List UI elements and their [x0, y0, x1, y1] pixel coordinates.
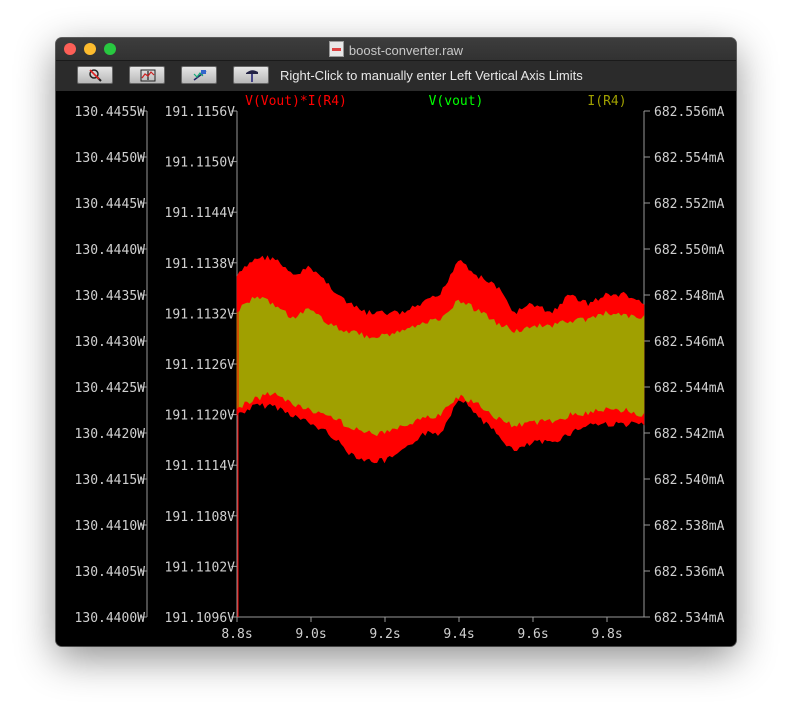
left-outer-axis-tick-label: 130.4435W [75, 289, 146, 304]
left-outer-axis-tick-label: 130.4425W [75, 381, 146, 396]
window-title: boost-converter.raw [348, 43, 464, 58]
right-axis-tick-label: 682.542mA [654, 427, 725, 442]
x-axis-tick-label: 8.8s [221, 627, 252, 642]
zoom-cancel-button[interactable] [77, 66, 113, 84]
zoom-fit-icon [193, 70, 207, 81]
left-outer-axis-tick-label: 130.4445W [75, 197, 146, 212]
current-series-envelope [236, 296, 645, 437]
left-inner-axis-tick-label: 191.1102V [165, 560, 236, 575]
left-outer-axis-tick-label: 130.4415W [75, 473, 146, 488]
window-title-group: boost-converter.raw [56, 41, 736, 58]
right-axis-tick-label: 682.550mA [654, 243, 725, 258]
left-inner-axis-tick-label: 191.1096V [165, 611, 236, 626]
autorange-button[interactable] [129, 66, 165, 84]
legend-entry: V(Vout)*I(R4) [245, 94, 347, 109]
right-axis-tick-label: 682.540mA [654, 473, 725, 488]
right-axis-tick-label: 682.556mA [654, 105, 725, 120]
maximize-window-button[interactable] [104, 43, 116, 55]
left-inner-axis-tick-label: 191.1144V [165, 206, 236, 221]
left-inner-axis-tick-label: 191.1108V [165, 510, 236, 525]
left-outer-axis-tick-label: 130.4400W [75, 611, 146, 626]
waveform-viewer-window: boost-converter.raw [56, 38, 736, 646]
hammer-icon [246, 70, 258, 82]
left-outer-axis-tick-label: 130.4430W [75, 335, 146, 350]
x-axis-tick-label: 9.4s [443, 627, 474, 642]
title-bar[interactable]: boost-converter.raw [56, 38, 736, 61]
right-axis-tick-label: 682.554mA [654, 151, 725, 166]
left-outer-axis-tick-label: 130.4450W [75, 151, 146, 166]
toolbar: Right-Click to manually enter Left Verti… [56, 61, 736, 91]
x-axis-tick-label: 9.6s [517, 627, 548, 642]
left-outer-axis-tick-label: 130.4410W [75, 519, 146, 534]
right-axis-tick-label: 682.552mA [654, 197, 725, 212]
toolbar-hint-text: Right-Click to manually enter Left Verti… [280, 68, 583, 83]
left-inner-axis-tick-label: 191.1126V [165, 358, 236, 373]
left-outer-axis-tick-label: 130.4455W [75, 105, 146, 120]
plot-area[interactable]: 130.4455W 130.4450W 130.4445W 130.4440W 130.… [56, 91, 736, 646]
waveform-chart[interactable]: 130.4455W 130.4450W 130.4445W 130.4440W 130.… [56, 91, 736, 646]
left-inner-axis-tick-label: 191.1150V [165, 156, 236, 171]
minimize-window-button[interactable] [84, 43, 96, 55]
right-axis-tick-label: 682.534mA [654, 611, 725, 626]
right-axis-tick-label: 682.536mA [654, 565, 725, 580]
x-axis-tick-label: 9.8s [591, 627, 622, 642]
magnifier-cancel-icon [89, 69, 102, 82]
left-inner-axis-tick-label: 191.1120V [165, 409, 236, 424]
document-icon [328, 41, 344, 57]
right-axis-tick-label: 682.548mA [654, 289, 725, 304]
left-inner-axis-tick-label: 191.1114V [165, 459, 236, 474]
legend-entry: V(vout) [429, 94, 484, 109]
right-axis-tick-label: 682.538mA [654, 519, 725, 534]
zoom-fit-button[interactable] [181, 66, 217, 84]
x-axis-tick-label: 9.0s [295, 627, 326, 642]
left-outer-axis-tick-label: 130.4440W [75, 243, 146, 258]
left-inner-axis-tick-label: 191.1138V [165, 257, 236, 272]
close-window-button[interactable] [64, 43, 76, 55]
autorange-icon [140, 69, 156, 82]
right-axis-tick-label: 682.544mA [654, 381, 725, 396]
left-inner-axis-tick-label: 191.1156V [165, 105, 236, 120]
left-outer-axis-tick-label: 130.4405W [75, 565, 146, 580]
left-outer-axis-tick-label: 130.4420W [75, 427, 146, 442]
x-axis-tick-label: 9.2s [369, 627, 400, 642]
right-axis-tick-label: 682.546mA [654, 335, 725, 350]
pan-button[interactable] [233, 66, 269, 84]
legend-entry: I(R4) [587, 94, 626, 109]
left-inner-axis-tick-label: 191.1132V [165, 307, 236, 322]
